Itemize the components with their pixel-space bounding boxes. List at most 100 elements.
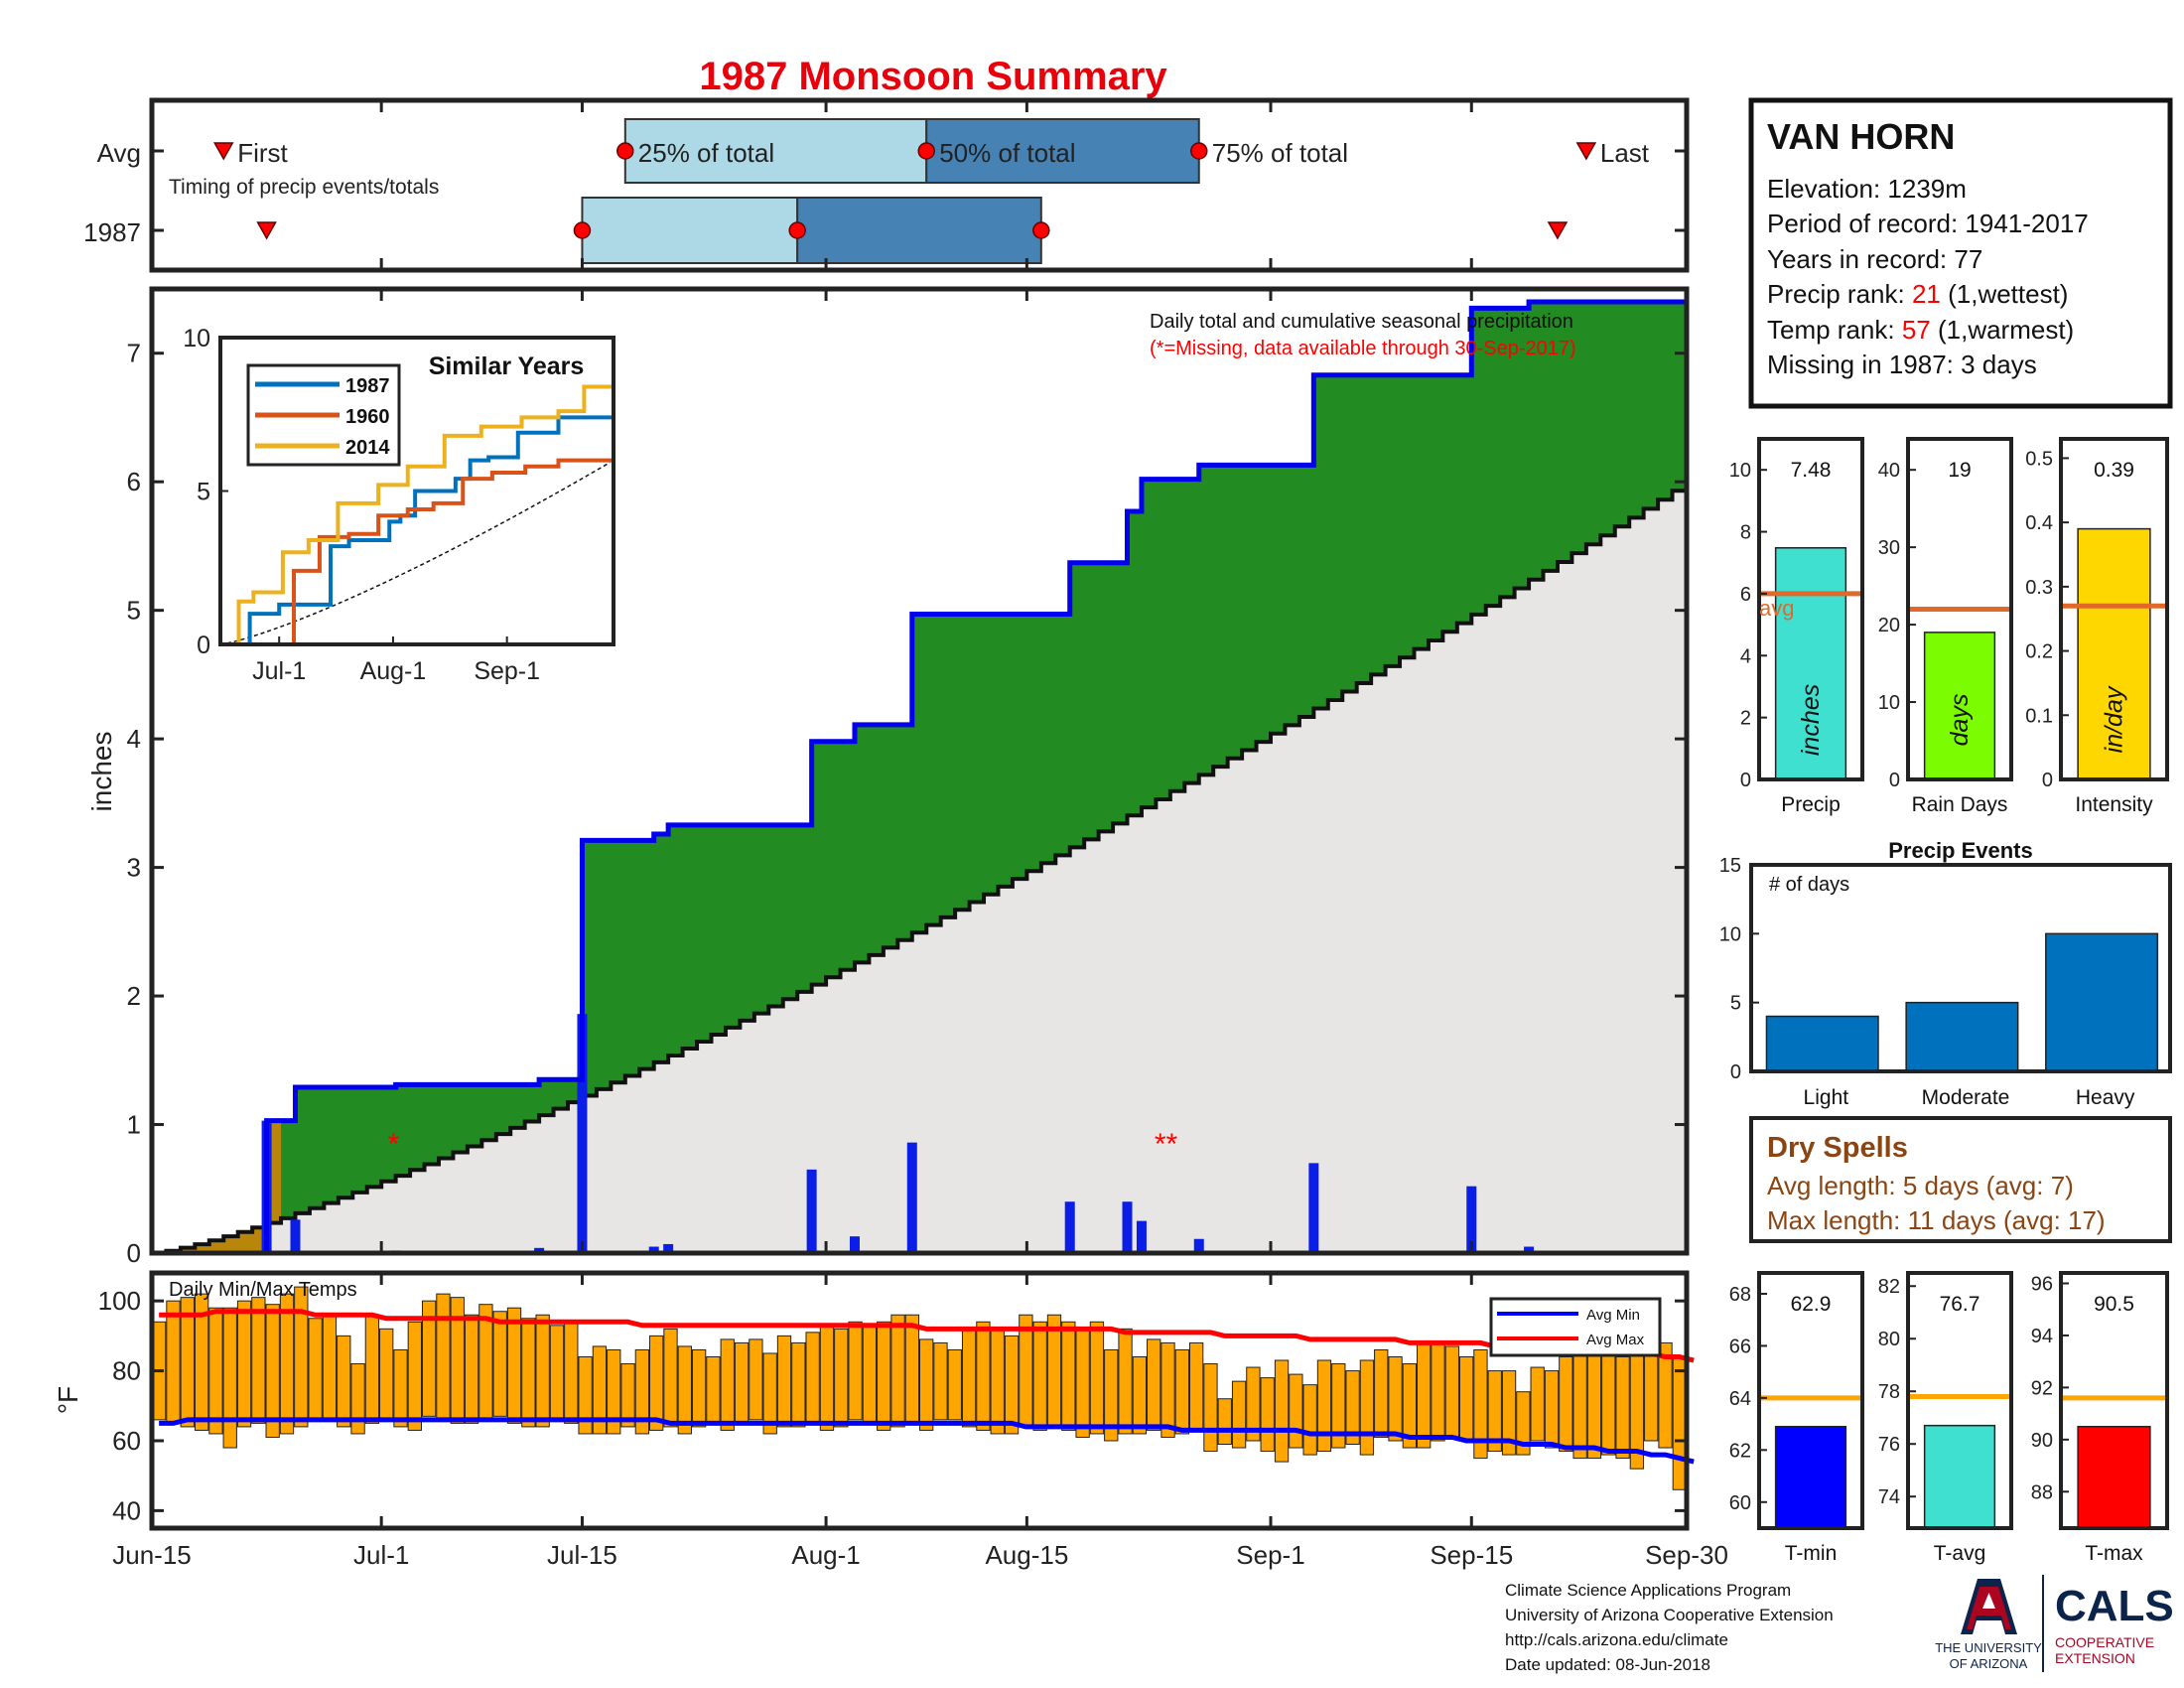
inset-y-tick-label: 0 (197, 632, 210, 659)
tmax-value-bar (2077, 1425, 2151, 1529)
timing-percentile-marker (616, 142, 634, 160)
daily-temp-bar (1316, 1359, 1332, 1453)
daily-temp-bar (734, 1341, 750, 1424)
temperature-panel: 40 60 80 100 Daily Min/Max Temps °F Avg Min… (53, 1270, 1695, 1531)
main-y-tick-label: 3 (127, 853, 141, 883)
daily-temp-bar (1147, 1338, 1161, 1431)
daily-temp-bar (1658, 1341, 1673, 1449)
daily-temp-bar (919, 1338, 934, 1431)
date-tick-label: Aug-1 (791, 1540, 860, 1570)
daily-temp-bar (322, 1314, 338, 1421)
precip-frame (1757, 437, 1864, 781)
daily-temp-bar (265, 1304, 280, 1438)
tmin-y-tick-label: 68 (1729, 1284, 1751, 1306)
temp-rank-value: 57 (1902, 315, 1931, 345)
raindays-mini-chart: 0 10 20 30 40 19 Rain Days days (1878, 437, 2013, 816)
precip-y-tick-label: 4 (1740, 645, 1751, 667)
inset-frame (218, 336, 615, 646)
daily-temp-bar (337, 1335, 351, 1428)
ua-a-inner (1967, 1587, 2011, 1629)
tavg-y-tick-label: 80 (1878, 1329, 1900, 1350)
date-tick-label: Jul-15 (547, 1540, 617, 1570)
timing-row-1987-label: 1987 (83, 217, 141, 247)
temp-y-axis-label: °F (53, 1386, 83, 1414)
main-y-tick-label: 2 (127, 981, 141, 1011)
timing-box-50-75 (925, 118, 1200, 184)
precip-value-bar (1774, 547, 1847, 780)
daily-temp-bar (947, 1348, 962, 1421)
tmax-y-tick-label: 92 (2031, 1377, 2053, 1399)
daily-precip-bar (1122, 1201, 1133, 1253)
daily-temp-bar (1487, 1370, 1502, 1453)
daily-temp-bar (677, 1345, 692, 1435)
university-of-arizona-logo: THE UNIVERSITY OF ARIZONA (1935, 1575, 2044, 1672)
daily-temp-bar (1289, 1373, 1303, 1449)
tavg-label: T-avg (1934, 1542, 1986, 1565)
daily-temp-bar (1586, 1348, 1602, 1460)
daily-precip-bar (1136, 1220, 1147, 1253)
daily-temp-bar (848, 1321, 863, 1421)
cals-coop-line2: EXTENSION (2055, 1650, 2135, 1666)
daily-temp-bar (976, 1321, 991, 1431)
station-years: Years in record: 77 (1767, 244, 1982, 274)
daily-temp-bar (805, 1332, 820, 1424)
events-y-tick-label: 15 (1719, 855, 1741, 877)
daily-temp-bar (279, 1293, 295, 1435)
legend-label-1987: 1987 (345, 375, 390, 397)
daily-temp-bar (1544, 1370, 1560, 1449)
similar-years-inset: 0 5 10 Jul-1 Aug-1 Sep-1 Similar Years 1987 1… (183, 325, 615, 685)
intensity-y-tick-label: 0.1 (2025, 705, 2053, 727)
events-y-tick-label: 5 (1730, 993, 1741, 1015)
intensity-y-tick-label: 0.3 (2025, 577, 2053, 599)
legend-label-avg-min: Avg Min (1586, 1307, 1640, 1324)
daily-temp-bar (251, 1297, 266, 1424)
station-period: Period of record: 1941-2017 (1767, 209, 2089, 238)
main-y-tick-label: 0 (127, 1238, 141, 1268)
temp-rank-label: Temp rank: (1767, 315, 1902, 345)
daily-temp-bar (1388, 1355, 1403, 1442)
daily-temp-bar (1075, 1328, 1090, 1438)
daily-temp-bar (1019, 1314, 1033, 1428)
date-tick-label: Jun-15 (112, 1540, 192, 1570)
daily-temp-bar (877, 1321, 891, 1431)
daily-temp-bar (1331, 1363, 1346, 1449)
precip-label: Precip (1781, 793, 1841, 816)
raindays-frame (1906, 437, 2013, 781)
tavg-mini-chart: 74 76 78 80 82 76.7 T-avg (1878, 1271, 2013, 1565)
temp-plot-marks: 40 60 80 100 (98, 1286, 1695, 1525)
daily-temp-bar (1174, 1348, 1189, 1435)
daily-temp-bar (421, 1300, 437, 1417)
daily-temp-bar (1417, 1341, 1432, 1449)
timing-percentile-marker (1032, 221, 1050, 239)
precip-rank-value: 21 (1912, 279, 1941, 309)
intensity-y-tick-label: 0.5 (2025, 448, 2053, 470)
daily-temp-bar (961, 1328, 977, 1428)
inset-x-tick-label: Sep-1 (474, 657, 540, 685)
daily-temp-bar (450, 1297, 465, 1424)
daily-temp-bar (1501, 1370, 1517, 1456)
date-tick-label: Sep-1 (1236, 1540, 1304, 1570)
daily-temp-bar (834, 1328, 849, 1428)
daily-temp-bar (1458, 1355, 1474, 1442)
daily-temp-bar (236, 1300, 252, 1428)
precip-y-tick-label: 8 (1740, 522, 1751, 544)
tmax-y-tick-label: 94 (2031, 1326, 2053, 1347)
tmax-label: T-max (2085, 1542, 2143, 1565)
station-name: VAN HORN (1767, 116, 1955, 157)
tmax-frame (2059, 1271, 2169, 1530)
daily-temp-bar (521, 1318, 536, 1428)
daily-temp-bar (862, 1325, 878, 1424)
daily-temp-bar (592, 1345, 608, 1435)
precip-y-tick-label: 0 (1740, 770, 1751, 791)
intensity-value-text: 0.39 (2094, 459, 2134, 482)
footer-credits: Climate Science Applications Program Uni… (1505, 1581, 1834, 1674)
temp-y-tick-label: 100 (98, 1286, 141, 1316)
daily-temp-bar (194, 1293, 209, 1431)
daily-temp-bar (607, 1348, 621, 1435)
daily-temp-bar (492, 1311, 507, 1417)
tmax-y-tick-label: 88 (2031, 1481, 2053, 1503)
temp-legend-box (1489, 1297, 1662, 1357)
station-temp-rank: Temp rank: 57 (1,warmest) (1767, 315, 2074, 345)
daily-temp-bar (620, 1363, 635, 1428)
temp-plot-frame (149, 1270, 1690, 1531)
